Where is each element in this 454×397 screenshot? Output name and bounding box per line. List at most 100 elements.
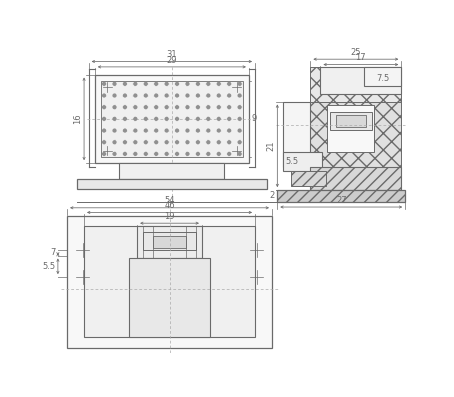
Circle shape: [217, 94, 220, 97]
Circle shape: [165, 118, 168, 120]
Circle shape: [103, 118, 105, 120]
Circle shape: [197, 152, 199, 155]
Circle shape: [186, 129, 189, 132]
Circle shape: [113, 141, 116, 144]
Bar: [77, 179, 267, 189]
Circle shape: [165, 94, 168, 97]
Circle shape: [228, 83, 231, 85]
Circle shape: [217, 83, 220, 85]
Circle shape: [144, 106, 147, 108]
Circle shape: [217, 106, 220, 108]
Bar: [365, 67, 401, 86]
Circle shape: [155, 118, 158, 120]
Circle shape: [238, 106, 241, 108]
Circle shape: [134, 141, 137, 144]
Circle shape: [134, 129, 137, 132]
Bar: [311, 67, 401, 102]
Circle shape: [155, 94, 158, 97]
Circle shape: [165, 141, 168, 144]
Circle shape: [123, 83, 126, 85]
Circle shape: [123, 141, 126, 144]
Bar: [67, 216, 272, 348]
Bar: [101, 81, 243, 157]
Circle shape: [197, 141, 199, 144]
Circle shape: [176, 118, 178, 120]
Circle shape: [228, 152, 231, 155]
Circle shape: [144, 94, 147, 97]
Circle shape: [155, 129, 158, 132]
Circle shape: [134, 106, 137, 108]
Circle shape: [144, 118, 147, 120]
Text: 2: 2: [270, 191, 275, 200]
Circle shape: [113, 129, 116, 132]
Circle shape: [113, 94, 116, 97]
Circle shape: [238, 83, 241, 85]
Circle shape: [217, 152, 220, 155]
Bar: [291, 171, 326, 186]
Circle shape: [123, 118, 126, 120]
Text: 25: 25: [350, 48, 361, 57]
Circle shape: [217, 118, 220, 120]
Circle shape: [123, 152, 126, 155]
Circle shape: [103, 141, 105, 144]
Circle shape: [144, 83, 147, 85]
Circle shape: [207, 129, 210, 132]
Circle shape: [176, 94, 178, 97]
Circle shape: [228, 141, 231, 144]
Circle shape: [301, 175, 309, 182]
Circle shape: [134, 83, 137, 85]
Text: 5.5: 5.5: [285, 157, 298, 166]
Circle shape: [134, 118, 137, 120]
Circle shape: [103, 94, 105, 97]
Circle shape: [238, 118, 241, 120]
Circle shape: [103, 152, 105, 155]
Circle shape: [217, 129, 220, 132]
Circle shape: [186, 106, 189, 108]
Circle shape: [103, 129, 105, 132]
Bar: [137, 226, 202, 258]
Bar: [129, 258, 210, 337]
Text: 21: 21: [266, 141, 275, 151]
Text: 5.5: 5.5: [43, 262, 55, 271]
Circle shape: [165, 83, 168, 85]
Circle shape: [165, 106, 168, 108]
Circle shape: [123, 94, 126, 97]
Circle shape: [113, 118, 116, 120]
Circle shape: [165, 129, 168, 132]
Circle shape: [228, 106, 231, 108]
Circle shape: [176, 129, 178, 132]
Circle shape: [165, 152, 168, 155]
Circle shape: [176, 141, 178, 144]
Circle shape: [207, 152, 210, 155]
Bar: [119, 163, 224, 179]
Circle shape: [217, 141, 220, 144]
Circle shape: [197, 129, 199, 132]
Circle shape: [197, 94, 199, 97]
Circle shape: [207, 94, 210, 97]
Circle shape: [238, 94, 241, 97]
Text: 7: 7: [50, 249, 55, 257]
Circle shape: [123, 129, 126, 132]
Circle shape: [113, 152, 116, 155]
Bar: [283, 102, 311, 167]
Circle shape: [134, 94, 137, 97]
Circle shape: [155, 152, 158, 155]
Bar: [277, 190, 405, 202]
Bar: [143, 232, 196, 250]
Text: 27: 27: [336, 196, 346, 205]
Circle shape: [113, 83, 116, 85]
Bar: [336, 115, 366, 127]
Bar: [283, 152, 322, 171]
Circle shape: [186, 94, 189, 97]
Circle shape: [123, 106, 126, 108]
Bar: [153, 236, 187, 248]
Bar: [321, 67, 401, 94]
Text: 19: 19: [164, 212, 175, 221]
Circle shape: [207, 141, 210, 144]
Circle shape: [134, 152, 137, 155]
Circle shape: [197, 118, 199, 120]
Circle shape: [207, 106, 210, 108]
Text: 16: 16: [73, 114, 82, 124]
Circle shape: [176, 106, 178, 108]
Circle shape: [207, 83, 210, 85]
